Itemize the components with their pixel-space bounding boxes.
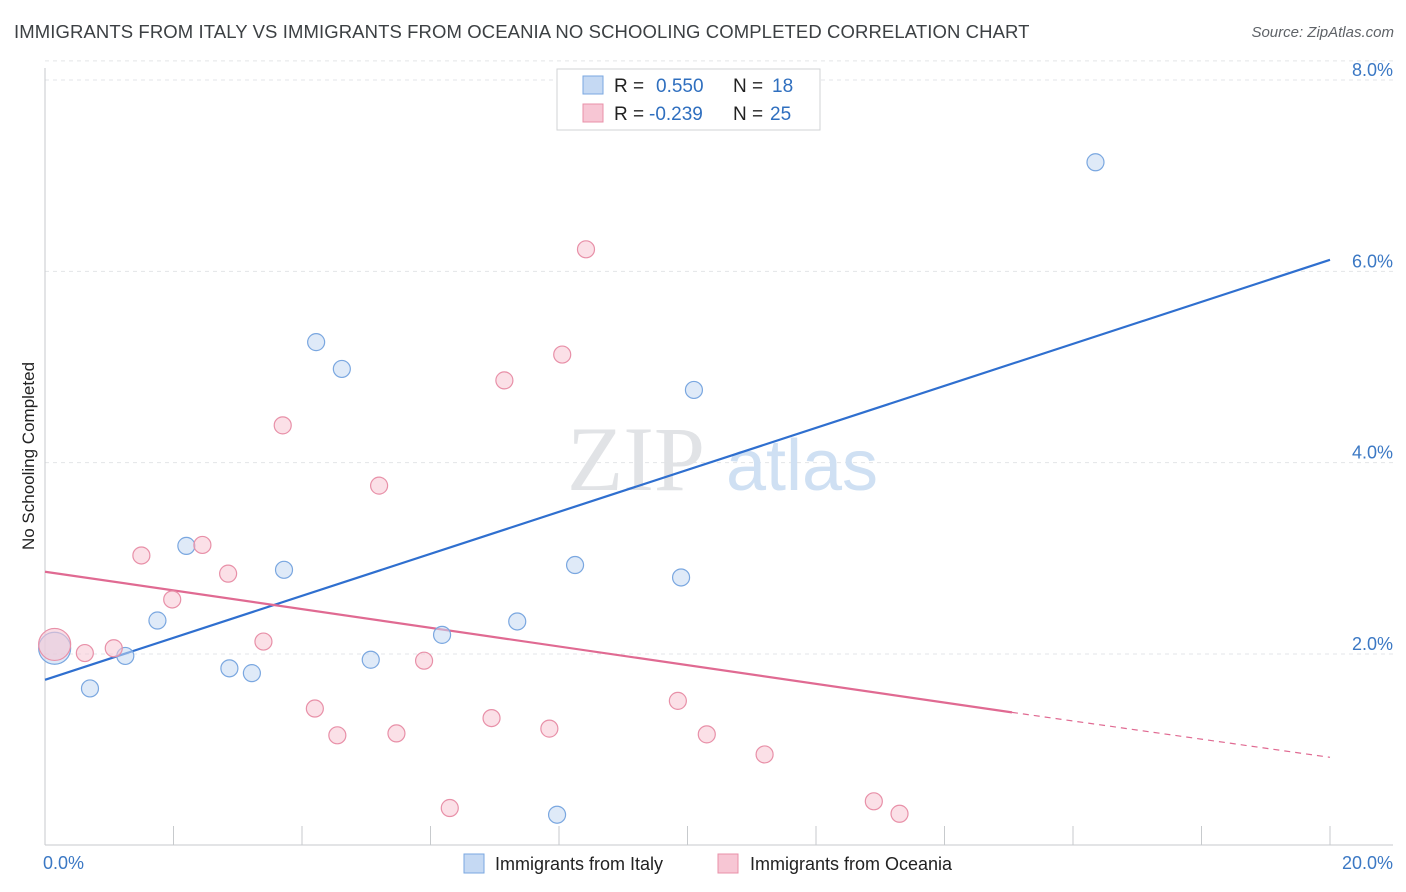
watermark-zip: ZIP (567, 408, 705, 510)
oceania-point (193, 535, 212, 555)
italy-point (508, 612, 527, 631)
italy-point (307, 333, 326, 352)
italy-point (565, 555, 585, 575)
oceania-point (305, 699, 324, 718)
oceania-point (132, 546, 151, 565)
axes (44, 68, 1393, 846)
x-tick-label: 0.0% (43, 853, 84, 873)
oceania-point (75, 643, 94, 663)
legend-swatch-italy (582, 75, 604, 95)
italy-point (148, 611, 167, 630)
chart-title: IMMIGRANTS FROM ITALY VS IMMIGRANTS FROM… (14, 21, 1030, 42)
oceania-point (553, 345, 572, 364)
legend-n-label-oceania: N = (733, 104, 763, 125)
italy-point (432, 625, 452, 644)
correlation-legend: R = 0.550 N = 18 R = -0.239 N = 25 (556, 68, 821, 131)
oceania-point (104, 639, 123, 658)
series-legend: Immigrants from Italy Immigrants from Oc… (463, 853, 953, 874)
oceania-point (495, 371, 514, 390)
series-legend-swatch-oceania (717, 853, 739, 874)
legend-r-value-italy: 0.550 (656, 76, 704, 97)
oceania-point (482, 708, 501, 728)
oceania-point (540, 719, 559, 738)
y-tick-labels: 2.0% 4.0% 6.0% 8.0% (1352, 60, 1393, 654)
y-axis-label: No Schooling Completed (19, 362, 38, 550)
oceania-point (668, 691, 687, 710)
italy-point (242, 664, 261, 683)
italy-point (1086, 153, 1105, 172)
italy-point (177, 536, 196, 555)
italy-point (547, 805, 567, 824)
oceania-point (273, 416, 292, 435)
oceania-trend-line (44, 570, 1013, 714)
oceania-point (387, 724, 406, 743)
legend-r-label-oceania: R = (614, 104, 644, 125)
oceania-point (254, 632, 273, 651)
oceania-point (576, 240, 596, 259)
oceania-point (370, 476, 389, 495)
series-legend-label-oceania: Immigrants from Oceania (750, 854, 953, 874)
series-legend-swatch-italy (463, 853, 485, 874)
watermark-atlas: atlas (726, 426, 878, 506)
legend-swatch-oceania (582, 103, 604, 123)
italy-point (274, 560, 294, 579)
oceania-point (440, 798, 459, 818)
oceania-point (38, 627, 72, 662)
legend-r-label-italy: R = (614, 76, 644, 97)
grid-lines (45, 60, 1393, 655)
oceania-point (890, 804, 909, 823)
oceania-trend-extension (1011, 711, 1331, 758)
oceania-point (219, 564, 238, 583)
legend-r-value-oceania: -0.239 (649, 104, 703, 125)
y-tick-label: 8.0% (1352, 60, 1393, 80)
italy-trend-line (44, 258, 1331, 681)
y-tick-label: 4.0% (1352, 443, 1393, 463)
legend-n-value-italy: 18 (772, 76, 793, 97)
oceania-point (864, 792, 883, 811)
italy-point (361, 650, 380, 669)
italy-point (80, 679, 100, 698)
oceania-point (697, 725, 716, 744)
italy-point (220, 659, 239, 678)
watermark: ZIP atlas (567, 408, 878, 510)
series-legend-label-italy: Immigrants from Italy (495, 854, 663, 874)
oceania-point (755, 745, 774, 764)
data-points (38, 153, 1105, 824)
italy-point (684, 380, 704, 400)
oceania-point (414, 651, 434, 670)
oceania-point (328, 726, 347, 745)
x-tick-labels: 0.0% 20.0% (43, 853, 1393, 873)
italy-point (332, 359, 351, 379)
y-tick-label: 6.0% (1352, 251, 1393, 271)
source-label: Source: ZipAtlas.com (1251, 24, 1394, 41)
legend-n-label-italy: N = (733, 76, 763, 97)
legend-n-value-oceania: 25 (770, 104, 791, 125)
italy-point (671, 568, 691, 587)
trend-lines (44, 258, 1331, 758)
x-tick-label: 20.0% (1342, 853, 1393, 873)
y-tick-label: 2.0% (1352, 634, 1393, 654)
oceania-point (163, 590, 182, 609)
